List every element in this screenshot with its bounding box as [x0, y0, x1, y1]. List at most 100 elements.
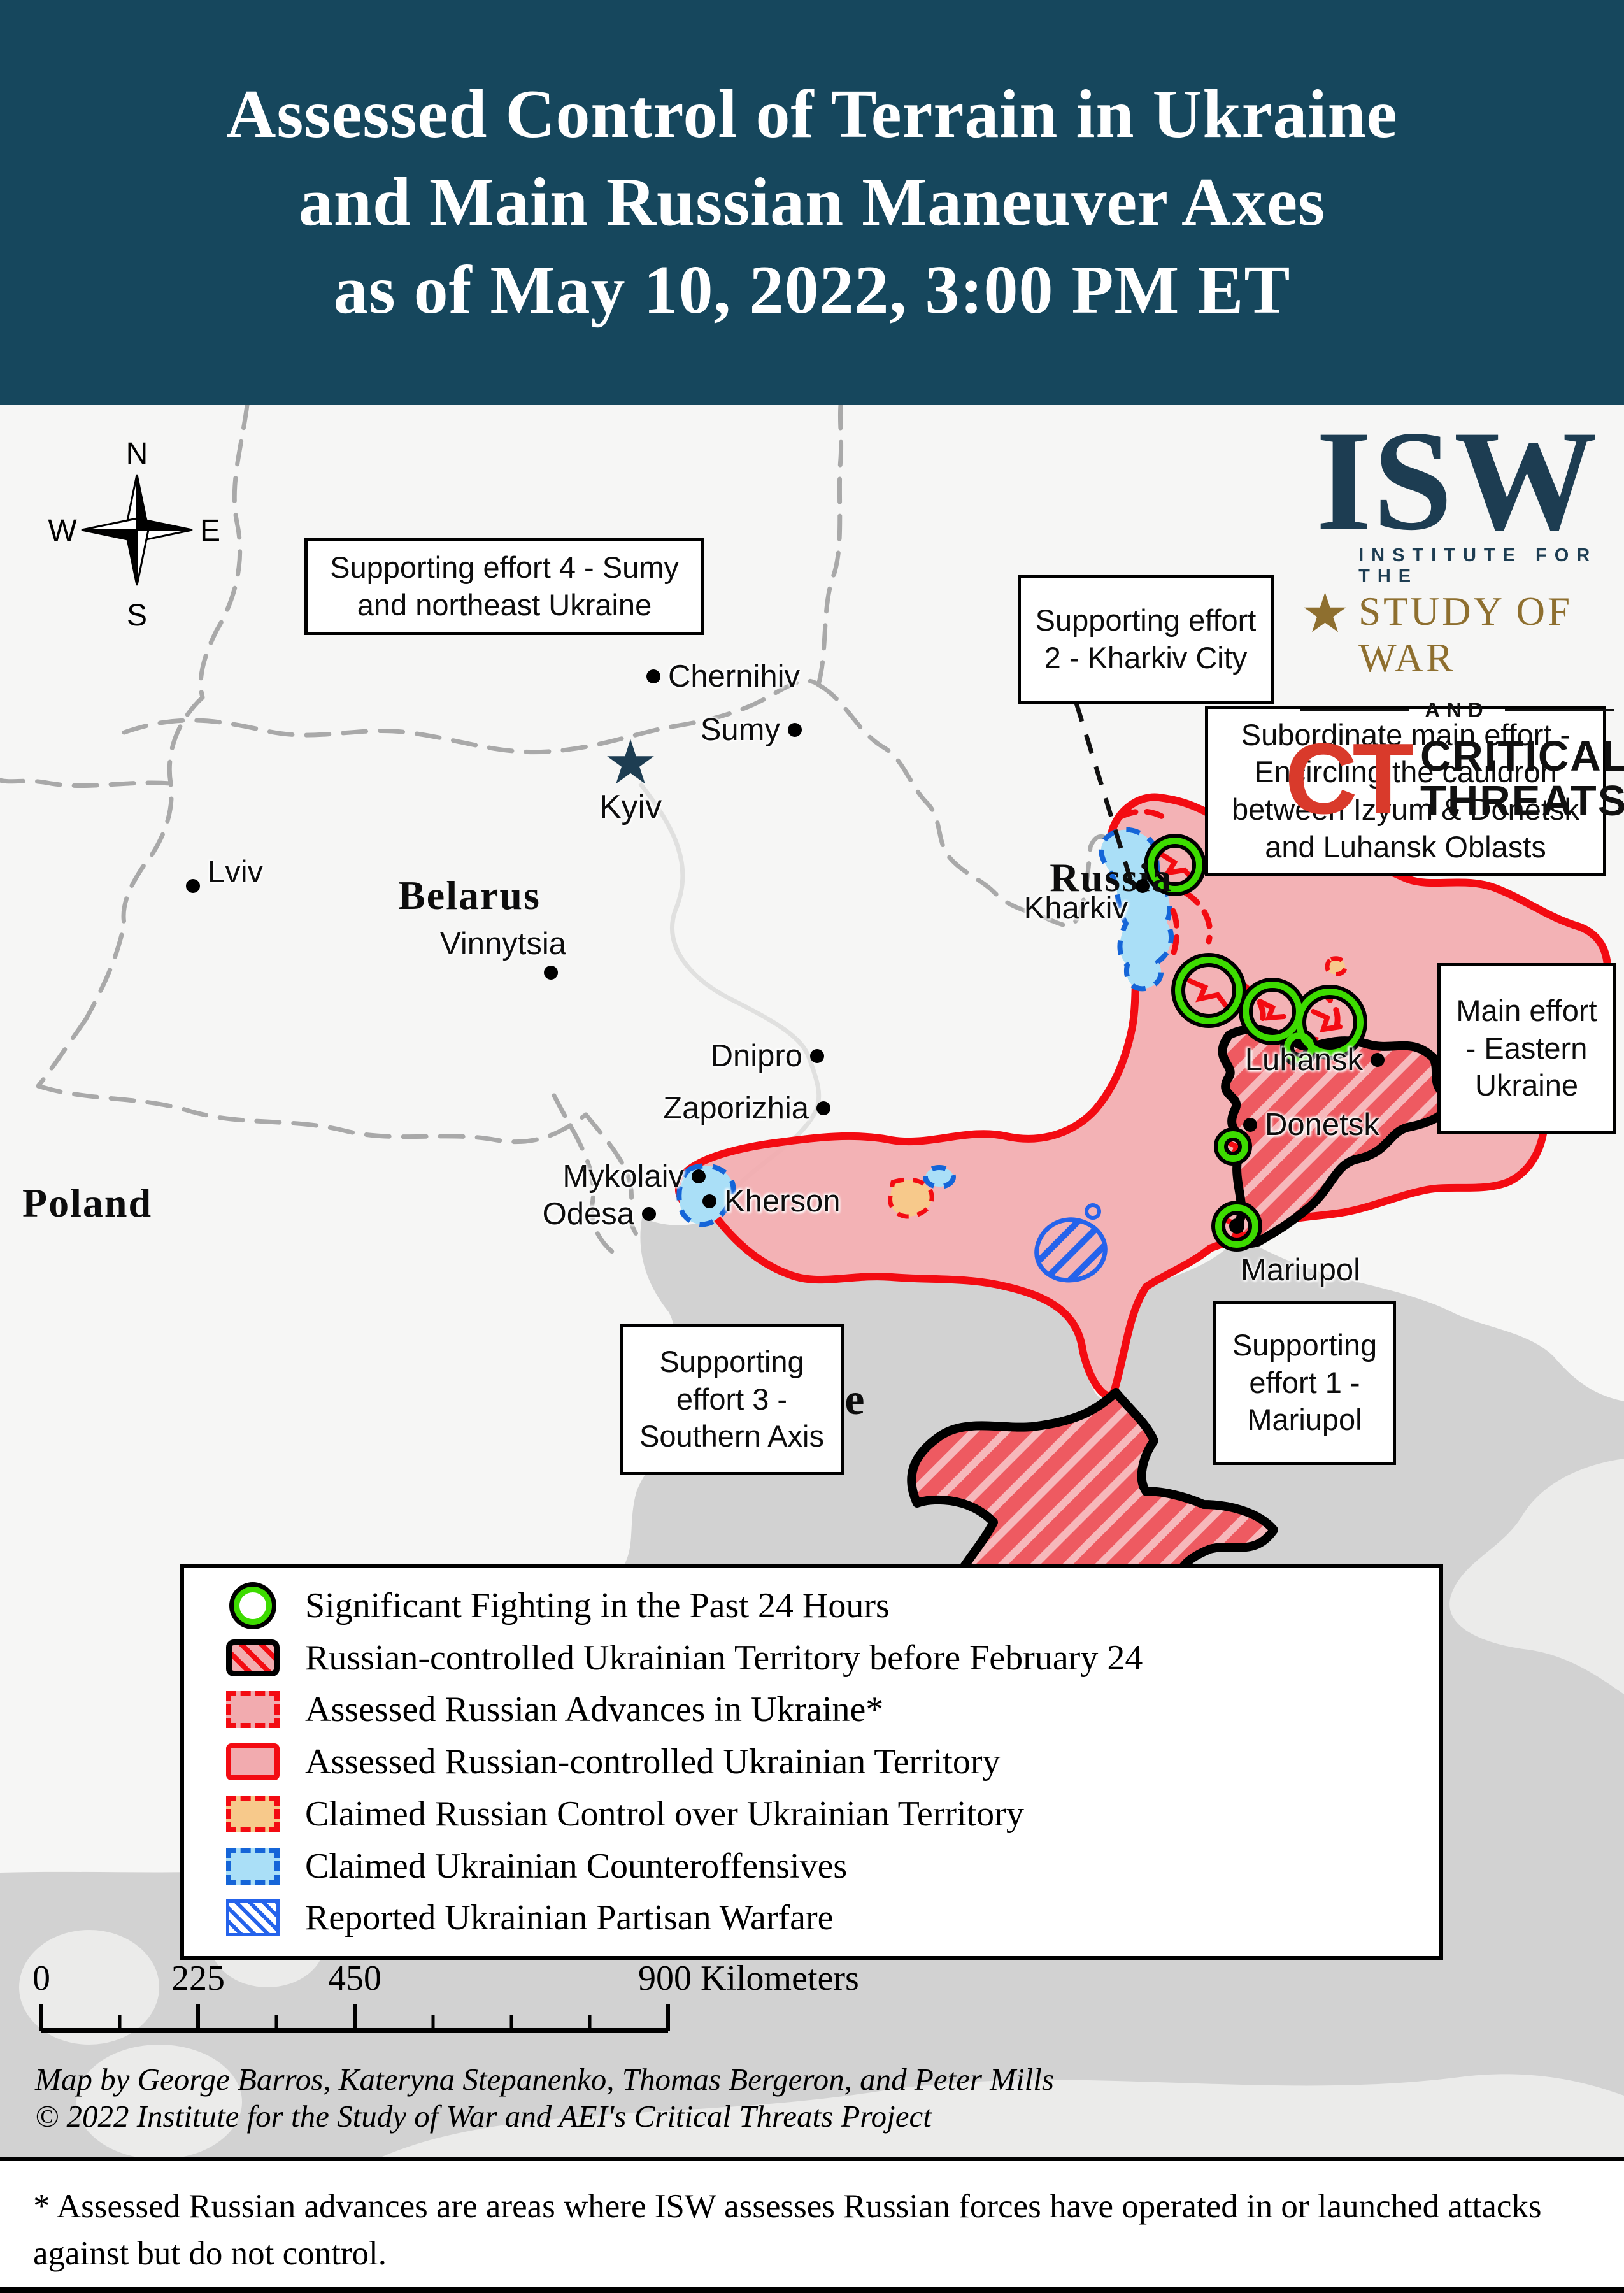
city-dot	[1371, 1053, 1385, 1067]
isw-institute-text: INSTITUTE FOR THE	[1358, 545, 1598, 587]
city-donetsk: Donetsk	[1243, 1107, 1379, 1143]
city-dot	[810, 1049, 824, 1063]
callout-main-effort: Main effort - Eastern Ukraine	[1437, 963, 1616, 1134]
credits-line-1: Map by George Barros, Kateryna Stepanenk…	[35, 2062, 1054, 2097]
scale-0: 0	[32, 1959, 50, 1998]
city-kherson: Kherson	[702, 1183, 841, 1219]
legend-row-controlled: Assessed Russian-controlled Ukrainian Te…	[226, 1741, 1439, 1782]
legend-label: Significant Fighting in the Past 24 Hour…	[305, 1585, 890, 1625]
legend-label: Russian-controlled Ukrainian Territory b…	[305, 1638, 1143, 1678]
legend-row-fighting: Significant Fighting in the Past 24 Hour…	[226, 1585, 1439, 1626]
city-luhansk: Luhansk	[1245, 1042, 1385, 1078]
compass-s: S	[127, 599, 147, 632]
country-label-russia: Russia	[1050, 855, 1173, 900]
callout-supporting-effort-4: Supporting effort 4 - Sumy and northeast…	[304, 538, 704, 635]
callout-supporting-effort-2: Supporting effort 2 - Kharkiv City	[1018, 575, 1274, 704]
donbas-prefeb-region	[1218, 1025, 1453, 1248]
city-dot	[788, 723, 802, 737]
scale-labels: 0 225 450 900 Kilometers	[32, 1959, 859, 1998]
divider-line	[1504, 708, 1614, 711]
city-label: Dnipro	[710, 1039, 802, 1073]
city-label: Kherson	[724, 1184, 841, 1218]
critical-text: CRITICAL	[1420, 732, 1624, 780]
city-label: Mykolaiv	[562, 1159, 684, 1194]
footnote-text: * Assessed Russian advances are areas wh…	[33, 2188, 1542, 2273]
legend-row-counteroffensives: Claimed Ukrainian Counteroffensives	[226, 1846, 1439, 1887]
scale-225: 225	[171, 1959, 225, 1998]
and-text: AND	[1425, 697, 1490, 722]
fighting-circles	[1144, 834, 1367, 1252]
isw-ct-logo: ISW ★ INSTITUTE FOR THE STUDY OF WAR AND…	[1285, 401, 1624, 829]
country-borders	[0, 405, 1109, 1261]
city-mariupol-label: Mariupol	[1241, 1253, 1360, 1287]
partisan-warfare-spot	[1085, 1203, 1101, 1220]
legend-claimed-swatch-icon	[226, 1795, 280, 1832]
city-label: Luhansk	[1244, 1043, 1363, 1077]
legend-advances-swatch-icon	[226, 1691, 280, 1729]
map-credits: Map by George Barros, Kateryna Stepanenk…	[35, 2061, 1054, 2135]
footnote-box: * Assessed Russian advances are areas wh…	[0, 2157, 1624, 2293]
kharkiv-callout-connector	[1074, 702, 1135, 887]
divider-line	[1300, 708, 1410, 711]
city-label: Kyiv	[599, 788, 662, 825]
city-dnipro: Dnipro	[711, 1038, 824, 1074]
city-label: Kharkiv	[1023, 891, 1128, 925]
city-dot	[642, 1207, 656, 1221]
mariupol-dot	[1229, 1218, 1244, 1234]
isw-star-icon: ★	[1300, 582, 1350, 644]
city-chernihiv: Chernihiv	[646, 659, 800, 694]
city-dot	[543, 966, 558, 980]
city-sumy: Sumy	[701, 712, 802, 748]
legend-label: Claimed Russian Control over Ukrainian T…	[305, 1794, 1024, 1834]
city-dot	[1136, 879, 1150, 893]
scale-bar	[39, 2004, 670, 2033]
city-dot	[816, 1101, 830, 1115]
city-lviv: Lviv	[186, 854, 263, 918]
legend-row-partisan: Reported Ukrainian Partisan Warfare	[226, 1897, 1439, 1938]
city-kharkiv: Kharkiv	[1024, 879, 1150, 938]
city-label: Donetsk	[1265, 1108, 1379, 1142]
legend-label: Reported Ukrainian Partisan Warfare	[305, 1898, 834, 1938]
compass-e: E	[200, 514, 220, 548]
partisan-warfare-area	[1034, 1217, 1108, 1283]
country-label-poland: Poland	[22, 1180, 153, 1225]
city-kyiv: ★ Kyiv	[599, 729, 662, 826]
city-label: Zaporizhia	[663, 1091, 809, 1125]
city-mykolaiv: Mykolaiv	[562, 1159, 706, 1194]
city-zaporizhia: Zaporizhia	[663, 1090, 830, 1126]
city-odesa: Odesa	[543, 1196, 656, 1232]
legend-partisan-swatch-icon	[226, 1899, 280, 1937]
credits-line-2: © 2022 Institute for the Study of War an…	[35, 2098, 932, 2134]
city-label: Lviv	[208, 855, 264, 889]
land-patch	[19, 1930, 159, 2045]
compass-rose	[81, 474, 193, 586]
compass-n: N	[126, 437, 148, 471]
city-vinnytsia: Vinnytsia	[440, 926, 566, 980]
isw-study-of-war-text: STUDY OF WAR	[1358, 589, 1573, 680]
compass-w: W	[48, 514, 77, 548]
legend-label: Assessed Russian-controlled Ukrainian Te…	[305, 1742, 1001, 1782]
isw-logo-text: ISW	[1316, 401, 1599, 560]
land-patch-kuban	[1449, 1459, 1624, 1694]
compass-labels: N E S W	[48, 437, 220, 632]
map-legend: Significant Fighting in the Past 24 Hour…	[180, 1564, 1443, 1960]
callout-subordinate-main-effort: Subordinate main effort - Encircling the…	[1205, 706, 1606, 876]
title-line-3: as of May 10, 2022, 3:00 PM ET	[333, 252, 1291, 329]
threats-text: THREATS	[1420, 776, 1624, 825]
critical-threats-ct-icon: CT	[1285, 722, 1414, 835]
title-line-1: Assessed Control of Terrain in Ukraine	[226, 76, 1398, 152]
counteroffensive-zaporizhia	[923, 1165, 956, 1189]
legend-green-circle-icon	[234, 1586, 272, 1625]
land-patch-turkey	[382, 2074, 1624, 2157]
city-dot	[1243, 1118, 1257, 1132]
country-label-belarus: Belarus	[398, 873, 541, 918]
legend-controlled-swatch-icon	[226, 1743, 280, 1780]
legend-label: Claimed Ukrainian Counteroffensives	[305, 1846, 848, 1886]
capital-star-icon: ★	[602, 729, 659, 797]
russian-controlled-region	[674, 793, 1612, 1399]
legend-row-claimed: Claimed Russian Control over Ukrainian T…	[226, 1794, 1439, 1834]
city-dot	[702, 1194, 716, 1208]
legend-label: Assessed Russian Advances in Ukraine*	[305, 1690, 884, 1730]
title-line-2: and Main Russian Maneuver Axes	[298, 164, 1326, 240]
